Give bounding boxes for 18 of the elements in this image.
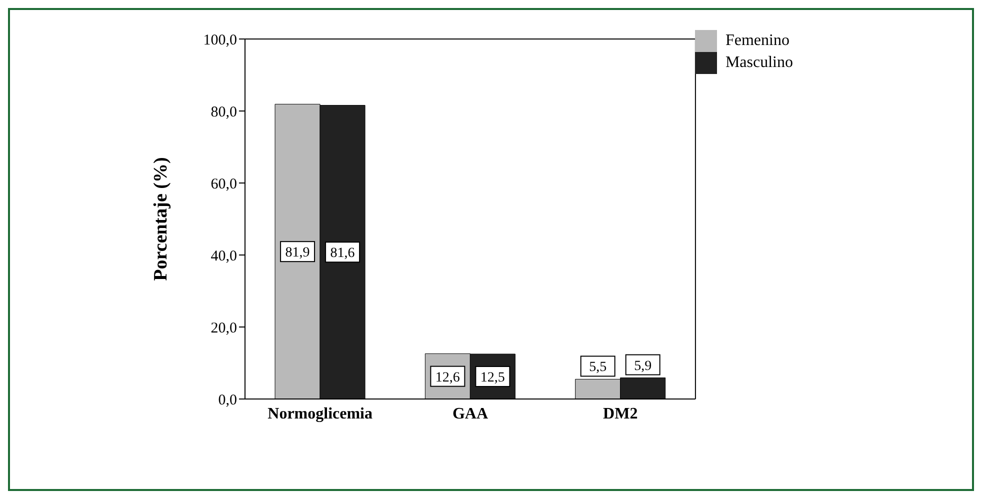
data-label: 5,5 [589,360,607,376]
legend-label: Masculino [725,54,793,71]
y-tick-label: 40,0 [210,248,237,264]
y-tick-label: 80,0 [210,104,237,120]
x-tick-label: GAA [452,405,488,422]
x-tick-label: Normoglicemia [268,405,373,422]
data-label: 12,5 [480,370,505,386]
x-tick-label: DM2 [603,405,638,422]
y-tick-label: 100,0 [203,32,237,48]
data-label: 81,9 [285,246,310,261]
data-label: 12,6 [435,370,460,386]
y-axis-title: Porcentaje (%) [150,157,172,281]
data-label: 5,9 [634,358,652,374]
y-tick-label: 0,0 [218,392,237,408]
y-tick-label: 20,0 [210,320,237,336]
data-label: 81,6 [330,246,355,262]
legend-label: Femenino [725,32,790,49]
y-tick-label: 60,0 [210,176,237,192]
